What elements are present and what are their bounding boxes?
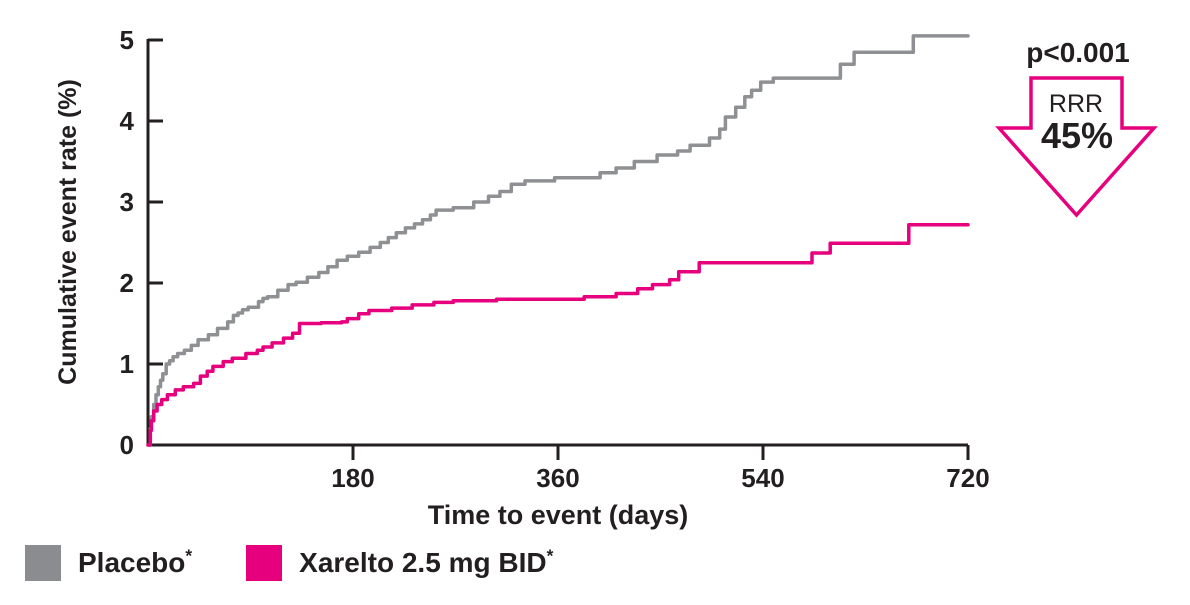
p-value-label: p<0.001 (1026, 37, 1130, 68)
y-axis-ticks: 0 1 2 3 4 5 (120, 25, 163, 460)
y-tick-label: 2 (120, 268, 134, 298)
y-tick-label: 3 (120, 187, 134, 217)
y-tick-label: 4 (120, 106, 135, 136)
y-axis-title: Cumulative event rate (%) (54, 79, 82, 385)
placebo-label: Placebo* (78, 545, 193, 578)
x-tick-label: 720 (946, 463, 989, 493)
y-tick-label: 5 (120, 25, 134, 55)
x-tick-label: 180 (331, 463, 374, 493)
rrr-label: RRR (1049, 90, 1103, 118)
y-tick-label: 1 (120, 349, 134, 379)
placebo-swatch (25, 545, 61, 581)
legend: Placebo* Xarelto 2.5 mg BID* (25, 545, 553, 581)
x-tick-label: 360 (536, 463, 579, 493)
y-tick-label: 0 (120, 430, 134, 460)
x-axis-ticks: 180 360 540 720 (331, 445, 990, 493)
rrr-value: 45% (1041, 115, 1113, 156)
legend-item-placebo: Placebo* (25, 545, 192, 581)
x-tick-label: 540 (741, 463, 784, 493)
rrr-down-arrow-icon (995, 76, 1158, 218)
xarelto-swatch (246, 545, 283, 581)
series-curves (146, 34, 970, 447)
placebo-curve (146, 34, 970, 447)
legend-item-xarelto: Xarelto 2.5 mg BID* (246, 545, 553, 581)
xarelto-2-5-mg-bid-curve (146, 222, 970, 447)
xarelto-label: Xarelto 2.5 mg BID* (299, 545, 554, 578)
x-axis-title: Time to event (days) (428, 500, 689, 530)
